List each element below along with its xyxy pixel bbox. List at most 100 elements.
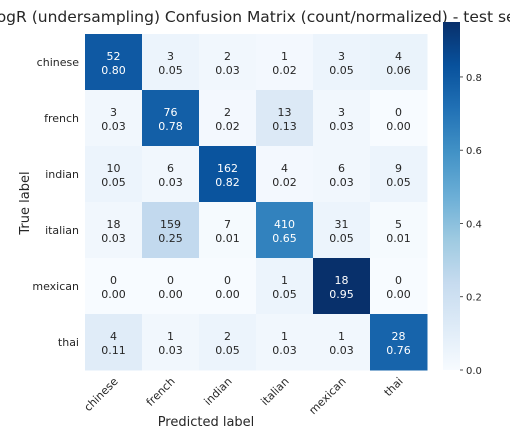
x-tick-label: mexican xyxy=(306,375,348,417)
cell-annotations: 520.8030.0520.0310.0230.0540.0630.03760.… xyxy=(101,50,411,357)
heatmap-cell xyxy=(142,90,200,147)
y-axis-label: True label xyxy=(18,171,33,235)
heatmap-cell xyxy=(256,34,314,91)
heatmap-cell xyxy=(199,90,257,147)
x-axis-label: Predicted label xyxy=(158,415,255,430)
cell-normalized-label: 0.00 xyxy=(158,288,183,301)
cell-count-label: 0 xyxy=(224,274,231,287)
x-tick-labels: chinese french indian italian mexican thai xyxy=(81,375,405,417)
cell-normalized-label: 0.02 xyxy=(272,64,297,77)
cell-count-label: 3 xyxy=(338,50,345,63)
cell-count-label: 10 xyxy=(107,162,121,175)
heatmap-cell xyxy=(142,146,200,203)
heatmap-cell xyxy=(85,34,143,91)
heatmap-cell xyxy=(313,34,371,91)
heatmap-cell xyxy=(142,258,200,315)
cell-normalized-label: 0.00 xyxy=(215,288,240,301)
x-tick-label: french xyxy=(144,375,178,409)
cell-normalized-label: 0.13 xyxy=(272,120,297,133)
cell-count-label: 3 xyxy=(338,106,345,119)
cell-count-label: 28 xyxy=(392,330,406,343)
x-tick-label: thai xyxy=(382,375,406,399)
cell-count-label: 1 xyxy=(338,330,345,343)
heatmap-cell xyxy=(142,314,200,371)
cell-count-label: 1 xyxy=(281,274,288,287)
cell-count-label: 7 xyxy=(224,218,231,231)
cell-normalized-label: 0.06 xyxy=(386,64,411,77)
cell-count-label: 9 xyxy=(395,162,402,175)
heatmap-cell xyxy=(142,202,200,259)
cell-normalized-label: 0.03 xyxy=(329,344,354,357)
heatmap-cell xyxy=(199,146,257,203)
colorbar-tick-label: 0.4 xyxy=(466,219,482,230)
cell-count-label: 162 xyxy=(217,162,238,175)
colorbar-tick-label: 0.2 xyxy=(466,293,482,304)
cell-normalized-label: 0.00 xyxy=(386,120,411,133)
cell-normalized-label: 0.03 xyxy=(158,344,183,357)
cell-count-label: 5 xyxy=(395,218,402,231)
cell-normalized-label: 0.02 xyxy=(272,176,297,189)
heatmap-cell xyxy=(313,314,371,371)
heatmap-cell xyxy=(256,146,314,203)
cell-normalized-label: 0.03 xyxy=(272,344,297,357)
y-tick-label: mexican xyxy=(32,280,79,293)
cell-normalized-label: 0.25 xyxy=(158,232,183,245)
cell-normalized-label: 0.05 xyxy=(329,64,354,77)
colorbar-tick-label: 0.8 xyxy=(466,73,482,84)
cell-count-label: 6 xyxy=(167,162,174,175)
cell-normalized-label: 0.82 xyxy=(215,176,240,189)
heatmap-cell xyxy=(199,314,257,371)
cell-count-label: 0 xyxy=(167,274,174,287)
colorbar-gradient xyxy=(443,22,460,370)
cell-normalized-label: 0.03 xyxy=(101,120,126,133)
cell-count-label: 18 xyxy=(335,274,349,287)
y-tick-label: thai xyxy=(58,336,79,349)
cell-normalized-label: 0.05 xyxy=(329,232,354,245)
heatmap-cell xyxy=(199,202,257,259)
cell-normalized-label: 0.05 xyxy=(215,344,240,357)
heatmap-cell xyxy=(85,258,143,315)
heatmap-cells xyxy=(85,34,428,371)
cell-count-label: 31 xyxy=(335,218,349,231)
cell-count-label: 4 xyxy=(281,162,288,175)
y-tick-label: italian xyxy=(45,224,79,237)
cell-normalized-label: 0.78 xyxy=(158,120,183,133)
cell-normalized-label: 0.05 xyxy=(158,64,183,77)
cell-normalized-label: 0.65 xyxy=(272,232,297,245)
x-tick-label: italian xyxy=(258,375,291,408)
heatmap-cell xyxy=(199,258,257,315)
heatmap-cell xyxy=(256,258,314,315)
cell-count-label: 1 xyxy=(167,330,174,343)
cell-normalized-label: 0.00 xyxy=(386,288,411,301)
heatmap-cell xyxy=(256,314,314,371)
cell-normalized-label: 0.03 xyxy=(158,176,183,189)
heatmap-cell xyxy=(370,258,428,315)
heatmap-cell xyxy=(370,90,428,147)
cell-normalized-label: 0.01 xyxy=(215,232,240,245)
cell-count-label: 52 xyxy=(107,50,121,63)
cell-normalized-label: 0.76 xyxy=(386,344,411,357)
heatmap-cell xyxy=(370,202,428,259)
cell-normalized-label: 0.05 xyxy=(101,176,126,189)
cell-normalized-label: 0.80 xyxy=(101,64,126,77)
heatmap-cell xyxy=(142,34,200,91)
x-tick-label: chinese xyxy=(81,375,120,414)
chart-title: LogR (undersampling) Confusion Matrix (c… xyxy=(0,8,510,26)
cell-count-label: 6 xyxy=(338,162,345,175)
cell-count-label: 2 xyxy=(224,330,231,343)
colorbar-tick-label: 0.6 xyxy=(466,146,482,157)
heatmap-cell xyxy=(85,146,143,203)
x-tick-label: indian xyxy=(202,375,235,408)
cell-count-label: 1 xyxy=(281,50,288,63)
heatmap-cell xyxy=(256,202,314,259)
cell-count-label: 3 xyxy=(110,106,117,119)
cell-normalized-label: 0.03 xyxy=(329,120,354,133)
heatmap-cell xyxy=(85,202,143,259)
cell-normalized-label: 0.05 xyxy=(386,176,411,189)
y-tick-labels: chinese french indian italian mexican thai xyxy=(32,56,79,349)
cell-count-label: 2 xyxy=(224,106,231,119)
heatmap-cell xyxy=(370,146,428,203)
cell-count-label: 3 xyxy=(167,50,174,63)
heatmap-cell xyxy=(313,146,371,203)
